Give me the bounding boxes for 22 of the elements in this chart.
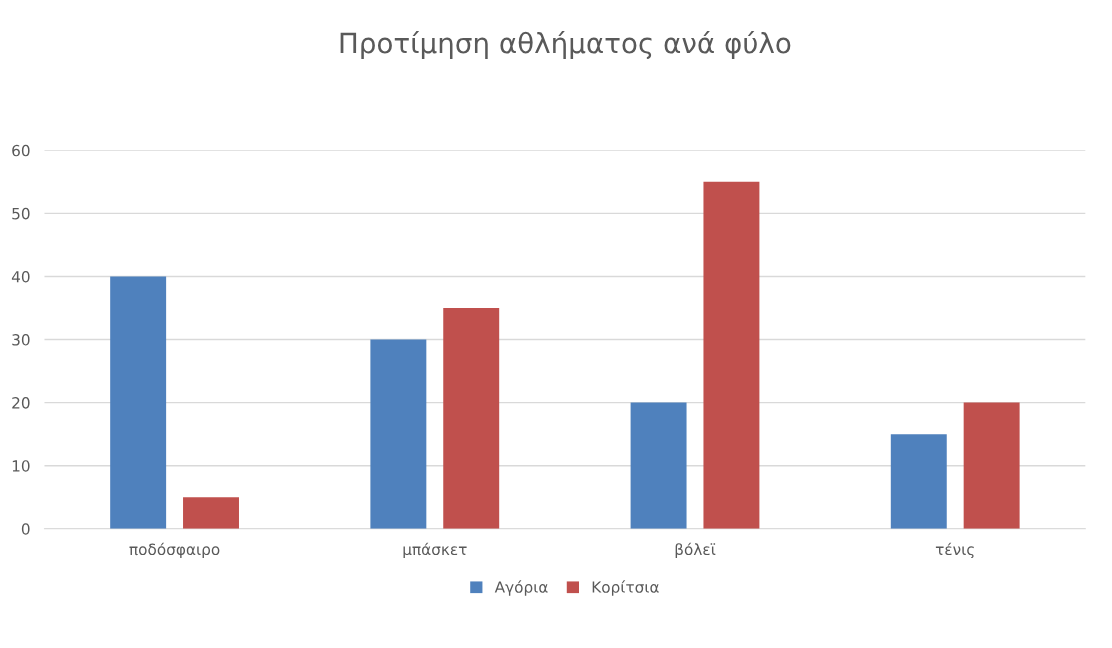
y-tick-label: 60: [12, 144, 30, 157]
legend-label: Αγόρια: [494, 580, 548, 596]
x-tick-label: βόλεϊ: [675, 542, 716, 559]
y-tick-label: 40: [11, 270, 30, 283]
bar: [370, 339, 427, 529]
bar: [890, 434, 947, 529]
x-tick-label: μπάσκετ: [403, 542, 467, 559]
y-tick-label: 0: [21, 523, 30, 535]
chart-title: Προτίμηση αθλήματος ανά φύλο: [340, 30, 791, 59]
bar: [703, 181, 760, 529]
bar: [443, 308, 500, 529]
legend-label: Κορίτσια: [592, 580, 659, 596]
y-tick-label: 30: [12, 334, 30, 346]
bar: [963, 402, 1020, 529]
bar: [630, 402, 687, 529]
x-tick-label: τένις: [935, 542, 974, 559]
x-tick-label: ποδόσφαιρο: [129, 542, 220, 559]
y-tick-label: 20: [12, 397, 30, 409]
bar: [183, 497, 239, 529]
y-tick-label: 10: [12, 460, 30, 472]
bar: [110, 276, 167, 529]
y-tick-label: 50: [12, 207, 30, 220]
